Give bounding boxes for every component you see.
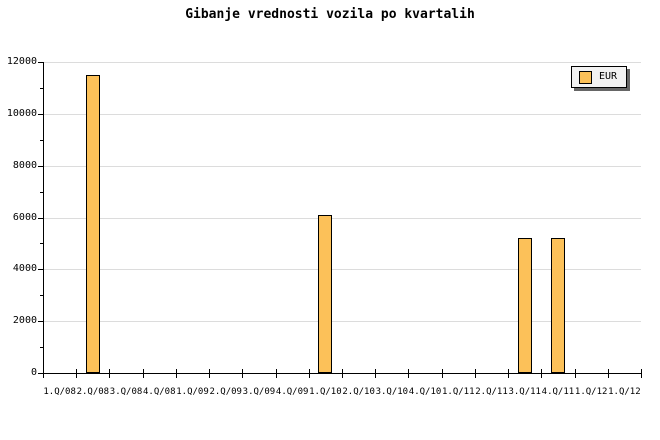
x-axis-label: 2.Q/09 [209, 387, 242, 397]
y-axis-label: 12000 [6, 56, 37, 67]
gridline [43, 62, 641, 63]
x-axis-label: 3.Q/11 [508, 387, 541, 397]
x-axis-tick [209, 369, 211, 378]
y-axis-major-tick [38, 321, 43, 323]
x-axis-tick [441, 369, 443, 378]
gridline [43, 113, 641, 115]
x-axis-label: 4.Q/08 [143, 387, 176, 397]
chart-title: Gibanje vrednosti vozila po kvartalih [185, 7, 475, 22]
x-axis-tick [275, 369, 277, 378]
y-axis-minor-tick [40, 191, 43, 193]
y-axis-major-tick [38, 269, 43, 271]
x-axis-tick [43, 369, 44, 378]
y-axis-label: 4000 [12, 263, 37, 275]
x-axis-label: 1.Q/12 [574, 387, 608, 397]
x-axis-tick [541, 369, 543, 378]
x-axis-label: 3.Q/08 [109, 387, 143, 397]
legend-color-swatch [579, 70, 592, 84]
y-axis-major-tick [38, 373, 43, 374]
x-axis-label: 3.Q/10 [375, 387, 409, 397]
x-axis-tick [641, 369, 642, 378]
y-axis-minor-tick [40, 243, 43, 245]
y-axis-major-tick [38, 165, 43, 167]
y-axis-minor-tick [40, 347, 43, 349]
x-axis-tick [474, 369, 476, 378]
legend-box: EUR [571, 66, 628, 88]
x-axis-label: 2.Q/11 [475, 387, 508, 397]
y-axis-major-tick [38, 217, 43, 219]
y-axis-label: 6000 [12, 211, 37, 223]
x-axis-label: 2.Q/10 [342, 387, 375, 397]
x-axis-tick [574, 369, 576, 378]
x-axis-tick [342, 369, 343, 378]
y-axis-minor-tick [40, 139, 43, 141]
x-axis-tick [308, 369, 310, 378]
x-axis-label: 4.Q/10 [408, 387, 442, 397]
x-axis-tick [142, 369, 144, 378]
gridline [43, 269, 641, 271]
x-axis-label: 1.Q/10 [309, 387, 342, 397]
y-axis-major-tick [38, 62, 43, 63]
x-axis-label: 3.Q/09 [242, 387, 276, 397]
y-axis-major-tick [38, 113, 43, 115]
legend-series-label: EUR [599, 71, 618, 82]
y-axis-minor-tick [40, 87, 43, 89]
x-axis-tick [76, 369, 78, 378]
x-axis-tick [408, 369, 410, 378]
x-axis-label: 1.Q/11 [442, 387, 475, 397]
x-axis-label: 4.Q/09 [275, 387, 309, 397]
y-axis-label: 2000 [12, 315, 37, 327]
x-axis-tick [375, 369, 377, 378]
bar-2.Q/08 [85, 74, 100, 373]
bar-4.Q/11 [550, 238, 565, 373]
gridline [43, 165, 641, 167]
bar-3.Q/11 [517, 238, 532, 373]
x-axis-tick [508, 369, 510, 378]
y-axis-minor-tick [40, 295, 43, 297]
x-axis-label: 1.Q/12 [608, 387, 641, 397]
gridline [43, 217, 641, 219]
x-axis-tick [607, 369, 609, 378]
bar-1.Q/10 [318, 214, 333, 373]
y-axis-label: 0 [30, 367, 37, 378]
x-axis-tick [242, 369, 244, 378]
x-axis-tick [109, 369, 111, 378]
x-axis-tick [175, 369, 177, 378]
y-axis-label: 10000 [6, 107, 37, 119]
gridline [43, 321, 641, 323]
x-axis-label: 1.Q/09 [176, 387, 209, 397]
y-axis-label: 8000 [12, 159, 37, 171]
x-axis-label: 2.Q/08 [76, 387, 110, 397]
x-axis-label: 4.Q/11 [541, 387, 575, 397]
y-axis-line [43, 62, 44, 374]
x-axis-label: 1.Q/08 [43, 387, 76, 397]
